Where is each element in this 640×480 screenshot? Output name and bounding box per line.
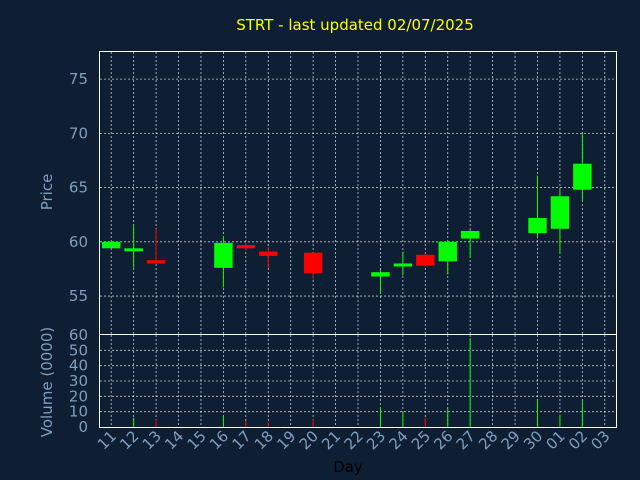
- price-tick-label: 55: [69, 287, 88, 305]
- day-tick-label: 03: [587, 427, 613, 453]
- candle-body: [102, 241, 121, 249]
- candle-body: [146, 260, 166, 264]
- day-axis-label: Day: [333, 458, 363, 476]
- volume-tick-label: 50: [69, 341, 88, 359]
- price-tick-label: 60: [69, 233, 88, 251]
- volume-grid: [100, 335, 616, 427]
- candle-body: [460, 230, 480, 239]
- price-grid: [100, 52, 616, 334]
- candle-body: [416, 254, 435, 266]
- candles: [102, 133, 592, 293]
- price-tick-label: 75: [69, 70, 88, 88]
- candle-body: [550, 196, 570, 229]
- price-tick-label: 65: [69, 179, 88, 197]
- volume-tick-label: 40: [69, 357, 88, 375]
- volume-bars: [133, 338, 583, 427]
- chart-title: STRT - last updated 02/07/2025: [236, 16, 474, 34]
- volume-tick-label: 30: [69, 372, 88, 390]
- candle-body: [214, 242, 233, 268]
- candle-body: [573, 163, 592, 190]
- volume-tick-label: 10: [69, 403, 88, 421]
- day-axis: 1112131415161718192021222324252627282930…: [94, 427, 614, 453]
- candle-body: [393, 263, 413, 267]
- volume-tick-label: 20: [69, 387, 88, 405]
- price-axis-label: Price: [38, 174, 56, 211]
- candle-body: [371, 272, 390, 277]
- candle-body: [528, 217, 547, 234]
- candle-body: [259, 251, 278, 256]
- price-tick-label: 70: [69, 124, 88, 142]
- candle-body: [438, 241, 457, 262]
- volume-tick-label: 60: [69, 326, 88, 344]
- volume-panel-frame: [99, 334, 617, 428]
- candle-body: [303, 252, 323, 274]
- volume-tick-label: 0: [78, 418, 88, 436]
- candle-body: [236, 245, 256, 249]
- price-axis: 55 60 65 70 75: [69, 70, 88, 305]
- volume-axis-label: Volume (0000): [38, 327, 56, 437]
- candle-body: [124, 248, 143, 252]
